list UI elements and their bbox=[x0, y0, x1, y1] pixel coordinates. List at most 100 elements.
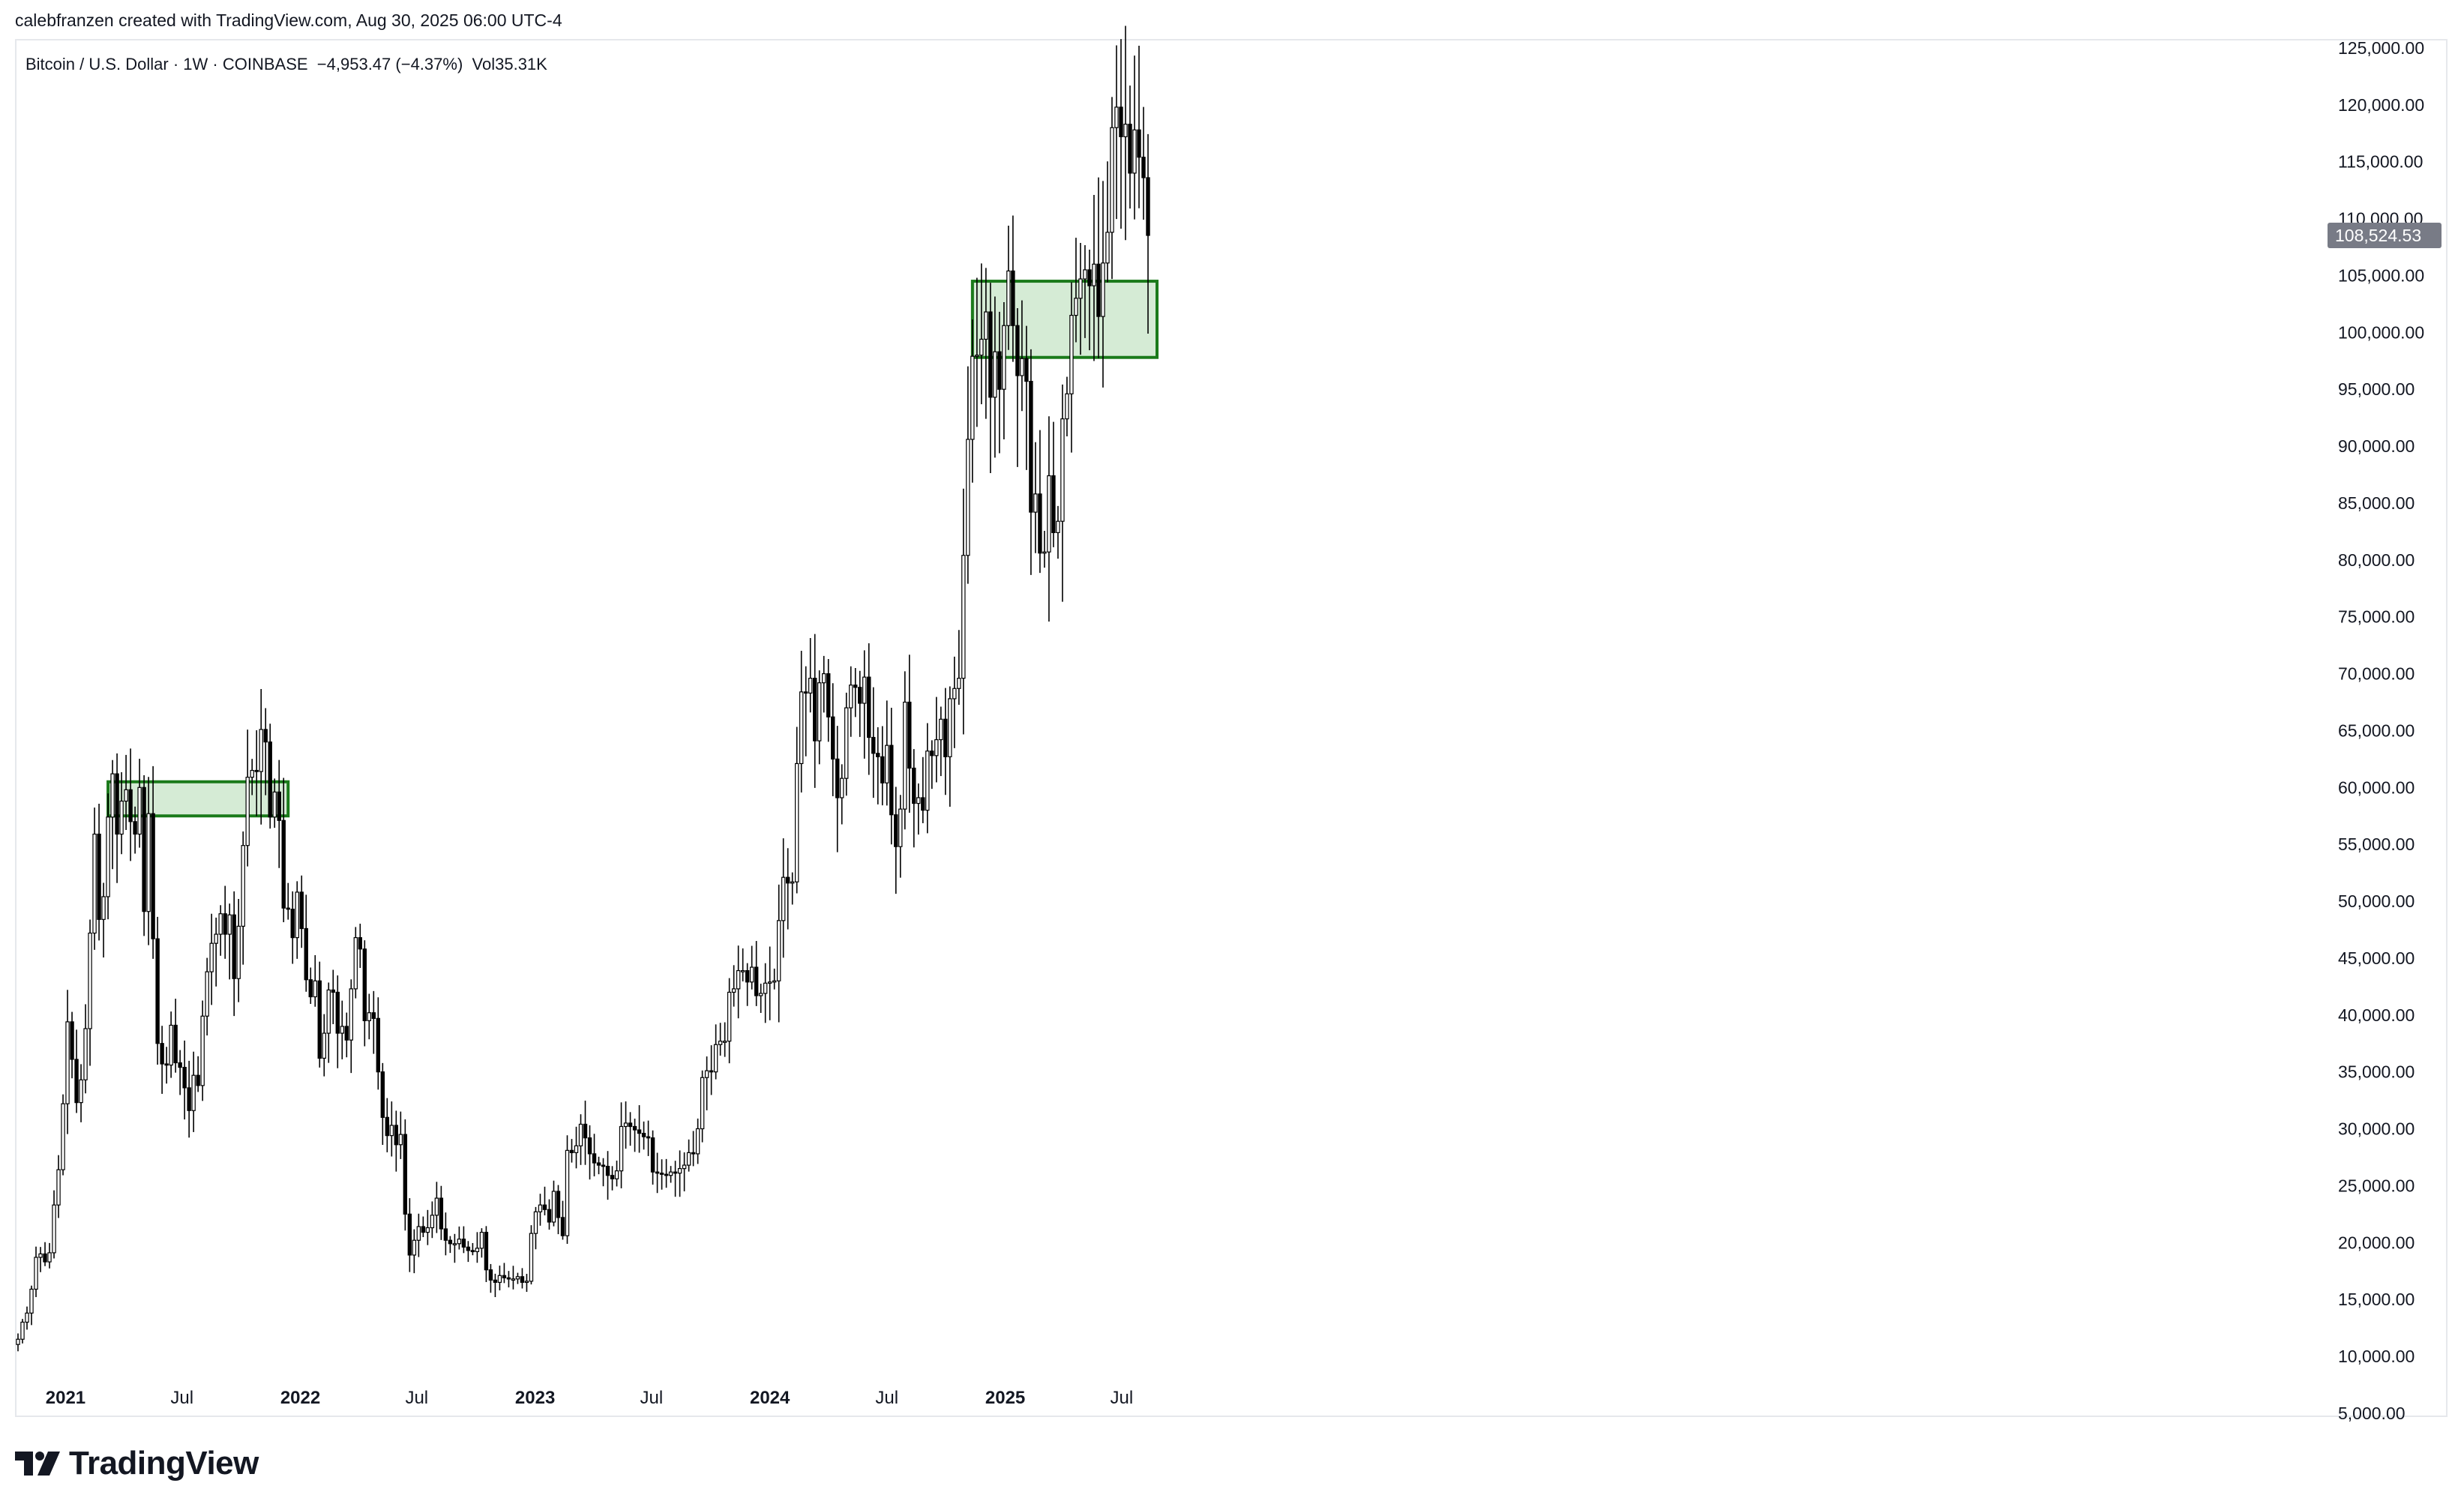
tradingview-logo[interactable]: TradingView bbox=[15, 1441, 259, 1486]
candle-body-89 bbox=[416, 1226, 421, 1241]
candle-body-178 bbox=[817, 682, 822, 742]
candle-body-210 bbox=[961, 555, 966, 679]
candle-body-59 bbox=[281, 819, 286, 909]
candle-body-125 bbox=[578, 1123, 583, 1146]
candle-body-40 bbox=[196, 1074, 200, 1086]
candle-body-97 bbox=[452, 1243, 457, 1245]
y-tick-label: 15,000.00 bbox=[2338, 1290, 2415, 1309]
y-tick-label: 65,000.00 bbox=[2338, 721, 2415, 740]
candle-body-70 bbox=[331, 989, 335, 993]
candle-body-109 bbox=[506, 1277, 511, 1280]
candle-body-140 bbox=[646, 1136, 651, 1139]
candle-body-61 bbox=[290, 909, 295, 939]
candle-body-8 bbox=[52, 1204, 56, 1254]
candle-body-179 bbox=[822, 673, 826, 684]
candle-body-147 bbox=[677, 1168, 682, 1174]
candle-body-23 bbox=[119, 800, 124, 835]
symbol-change: −4,953.47 (−4.37%) bbox=[316, 55, 463, 73]
candle-body-168 bbox=[772, 980, 777, 983]
candle-body-78 bbox=[367, 1012, 372, 1021]
candle-body-19 bbox=[101, 896, 106, 920]
candle-body-64 bbox=[304, 927, 308, 981]
candle-body-131 bbox=[605, 1165, 610, 1176]
chart-pane[interactable] bbox=[15, 39, 2448, 1417]
candle-body-138 bbox=[637, 1129, 642, 1134]
candle-body-226 bbox=[1033, 493, 1038, 513]
candle-body-196 bbox=[898, 808, 903, 847]
candle-body-216 bbox=[988, 311, 993, 398]
candle-body-175 bbox=[803, 691, 808, 694]
y-tick-label: 5,000.00 bbox=[2338, 1404, 2406, 1423]
candle-body-76 bbox=[358, 936, 363, 950]
candle-body-62 bbox=[295, 891, 299, 939]
candle-body-58 bbox=[277, 791, 281, 821]
candlestick-chart[interactable]: 5,000.00 10,000.00 15,000.00 20,000.00 25,00… bbox=[0, 0, 2464, 1425]
y-tick-label: 75,000.00 bbox=[2338, 607, 2415, 627]
candle-body-183 bbox=[840, 777, 844, 798]
candle-body-122 bbox=[565, 1149, 570, 1236]
candle-body-159 bbox=[731, 988, 736, 993]
candle-body-198 bbox=[907, 701, 912, 769]
candle-body-34 bbox=[169, 1024, 173, 1066]
candle-body-219 bbox=[1002, 325, 1006, 390]
candle-body-72 bbox=[340, 1026, 344, 1034]
candle-body-149 bbox=[686, 1152, 691, 1166]
candle-body-104 bbox=[484, 1232, 489, 1271]
candle-body-83 bbox=[389, 1125, 394, 1137]
candle-body-192 bbox=[880, 756, 885, 783]
candle-body-82 bbox=[385, 1116, 390, 1137]
candle-body-26 bbox=[133, 821, 137, 835]
candle-body-204 bbox=[934, 739, 939, 756]
candle-body-154 bbox=[709, 1070, 714, 1073]
volume-label: Vol bbox=[472, 55, 496, 73]
candle-body-115 bbox=[533, 1211, 538, 1234]
candle-body-53 bbox=[254, 769, 259, 772]
candle-body-84 bbox=[394, 1125, 399, 1146]
candle-body-60 bbox=[286, 907, 290, 910]
y-tick-label: 95,000.00 bbox=[2338, 379, 2415, 399]
candle-body-12 bbox=[70, 1021, 74, 1060]
candle-body-167 bbox=[767, 981, 772, 984]
candle-body-110 bbox=[511, 1278, 516, 1281]
candle-body-73 bbox=[344, 1026, 349, 1041]
candle-body-238 bbox=[1087, 269, 1092, 286]
candle-body-129 bbox=[596, 1162, 601, 1166]
last-price-label: 108,524.53 bbox=[2335, 226, 2421, 245]
candle-body-157 bbox=[722, 1041, 727, 1043]
candle-body-33 bbox=[164, 1063, 169, 1066]
candle-body-95 bbox=[443, 1228, 448, 1241]
candle-body-88 bbox=[412, 1239, 417, 1256]
candle-body-54 bbox=[259, 729, 263, 772]
candle-body-211 bbox=[966, 439, 970, 556]
candle-body-86 bbox=[403, 1134, 408, 1215]
volume-value: 35.31K bbox=[495, 55, 547, 73]
candle-body-177 bbox=[813, 678, 817, 742]
candle-body-111 bbox=[515, 1276, 520, 1280]
candle-body-248 bbox=[1132, 129, 1137, 174]
candle-body-6 bbox=[43, 1253, 47, 1263]
candle-body-146 bbox=[673, 1171, 678, 1174]
y-tick-label: 130,000.00 bbox=[2338, 0, 2424, 1]
candle-body-190 bbox=[871, 736, 876, 754]
candle-body-30 bbox=[151, 813, 155, 939]
candle-body-81 bbox=[380, 1071, 385, 1118]
candle-body-55 bbox=[263, 729, 268, 743]
y-tick-label: 80,000.00 bbox=[2338, 550, 2415, 570]
candle-body-142 bbox=[655, 1171, 660, 1174]
candle-body-79 bbox=[371, 1012, 376, 1019]
symbol-legend[interactable]: Bitcoin / U.S. Dollar · 1W · COINBASE −4… bbox=[25, 55, 547, 73]
symbol-name: Bitcoin / U.S. Dollar bbox=[25, 55, 169, 73]
candle-body-56 bbox=[268, 742, 272, 818]
candle-body-137 bbox=[632, 1125, 637, 1131]
candle-body-124 bbox=[574, 1145, 579, 1153]
candle-body-161 bbox=[740, 970, 745, 972]
candle-body-5 bbox=[38, 1253, 43, 1258]
support-zone-2 bbox=[970, 280, 1159, 359]
y-tick-label: 85,000.00 bbox=[2338, 493, 2415, 513]
candle-body-182 bbox=[835, 758, 840, 798]
candle-body-7 bbox=[47, 1252, 52, 1263]
candle-body-162 bbox=[745, 970, 750, 983]
candle-body-163 bbox=[749, 966, 754, 983]
candle-body-14 bbox=[79, 1079, 83, 1104]
x-tick-label: Jul bbox=[875, 1388, 898, 1408]
